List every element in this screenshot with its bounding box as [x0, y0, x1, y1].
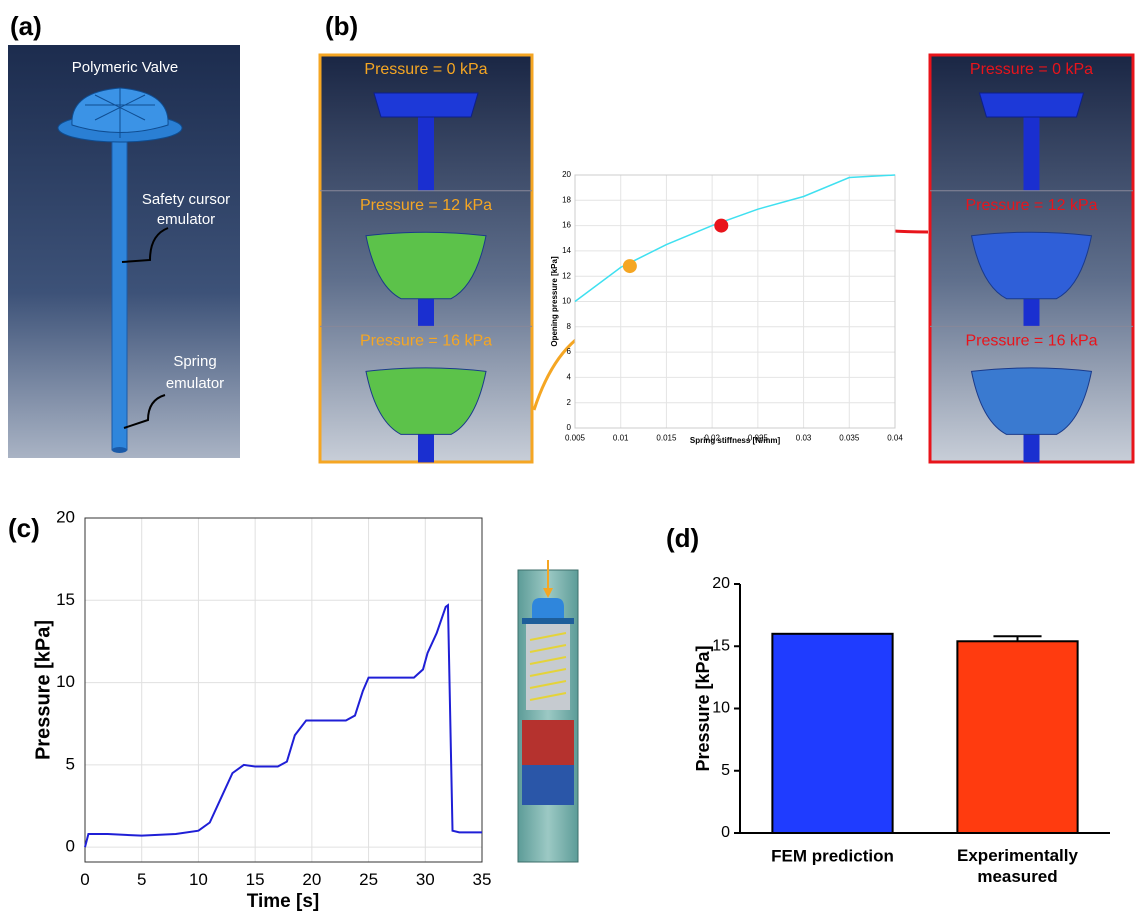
caption: Pressure = 12 kPa [965, 197, 1097, 214]
y-tick-label: 8 [567, 322, 572, 331]
figure: Pressure = 0 kPa Pressure = 12 kPa Pressur… [0, 0, 1135, 913]
x-tick-label: 0.01 [613, 433, 629, 442]
y-tick-label: 14 [562, 246, 571, 255]
x-tick-label: 0.015 [656, 433, 677, 442]
plot-frame [85, 518, 482, 862]
panel-label: (b) [325, 11, 358, 41]
caption: Pressure = 0 kPa [970, 61, 1093, 78]
y-axis-label: Pressure [kPa] [32, 620, 54, 760]
x-tick-label: 0.04 [887, 433, 903, 442]
annotation: emulator [166, 375, 224, 392]
y-tick-label: 15 [56, 590, 75, 609]
y-tick-label: 16 [562, 221, 571, 230]
x-tick-label: 10 [189, 870, 208, 889]
y-tick-label: 0 [721, 824, 730, 841]
annotation: Polymeric Valve [72, 59, 178, 76]
x-tick-label: 35 [473, 870, 492, 889]
y-tick-label: 15 [712, 637, 730, 654]
x-tick-label: 30 [416, 870, 435, 889]
y-tick-label: 18 [562, 195, 571, 204]
y-tick-label: 5 [66, 754, 75, 773]
caption: Pressure = 16 kPa [360, 333, 492, 350]
y-tick-label: 10 [712, 700, 730, 717]
stem [418, 105, 434, 191]
x-tick-label: 0.005 [565, 433, 586, 442]
annotation: Safety cursor [142, 191, 230, 208]
y-tick-label: 4 [567, 373, 572, 382]
stem-end [112, 447, 127, 453]
caption: Pressure = 12 kPa [360, 197, 492, 214]
bar [772, 634, 892, 833]
annotation: Spring [173, 353, 216, 370]
y-tick-label: 0 [66, 837, 75, 856]
x-tick-label: FEM prediction [771, 846, 894, 865]
stem [112, 135, 127, 450]
x-axis-label: Spring stiffness [N/mm] [690, 436, 781, 445]
y-tick-label: 0 [567, 423, 572, 432]
bar [957, 641, 1077, 833]
y-tick-label: 20 [562, 170, 571, 179]
panel-label: (c) [8, 513, 40, 543]
device-part [522, 618, 574, 624]
panel-label: (d) [666, 523, 699, 553]
x-tick-label: 0.03 [796, 433, 812, 442]
caption: Pressure = 0 kPa [364, 61, 487, 78]
annotation: emulator [157, 211, 215, 228]
x-tick-label: 15 [246, 870, 265, 889]
y-tick-label: 20 [712, 575, 730, 592]
y-axis-label: Opening pressure [kPa] [550, 256, 559, 347]
stem [1024, 105, 1040, 191]
valve-cap [980, 93, 1084, 117]
chart: 0 5 10 15 20 0 5 10 15 20 25 30 35 Time [s] Pressure [… [32, 507, 491, 912]
marker [623, 259, 637, 273]
y-tick-label: 10 [562, 297, 571, 306]
device-part [522, 720, 574, 765]
x-tick-label: 5 [137, 870, 146, 889]
x-tick-label: 20 [302, 870, 321, 889]
y-tick-label: 5 [721, 762, 730, 779]
device-part [532, 598, 564, 620]
x-tick-label: 0.035 [839, 433, 860, 442]
chart: 0 5 10 15 20 Pressure [kPa] FEM prediction Expe… [693, 575, 1110, 886]
y-tick-label: 6 [567, 347, 572, 356]
device-part [522, 765, 574, 805]
y-tick-label: 20 [56, 507, 75, 526]
marker [714, 219, 728, 233]
y-tick-label: 10 [56, 672, 75, 691]
y-tick-label: 12 [562, 271, 571, 280]
x-axis-label: Time [s] [247, 891, 320, 912]
panel-label: (a) [10, 11, 42, 41]
y-tick-label: 2 [567, 398, 572, 407]
x-tick-label: 0 [80, 870, 89, 889]
valve-cap [374, 93, 478, 117]
caption: Pressure = 16 kPa [965, 333, 1097, 350]
x-tick-label: 25 [359, 870, 378, 889]
line [85, 605, 482, 847]
y-axis-label: Pressure [kPa] [693, 645, 713, 771]
